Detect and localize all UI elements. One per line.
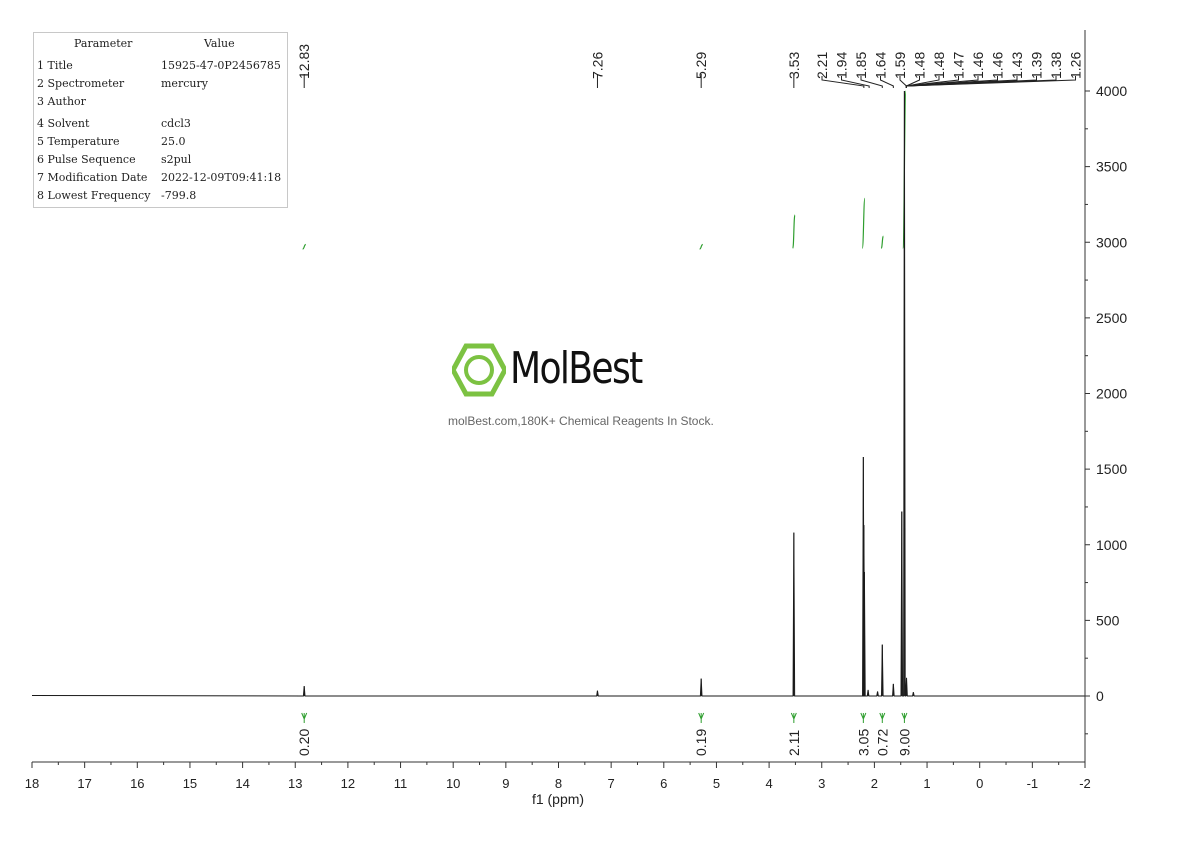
- parameter-value: -799.8: [161, 189, 197, 202]
- peak-label-leader: [860, 76, 883, 88]
- integral-curve: [861, 197, 866, 249]
- parameter-key: 6 Pulse Sequence: [37, 153, 136, 166]
- peak-label: 1.64: [873, 52, 889, 79]
- x-tick-label: 16: [130, 776, 144, 791]
- peak-label: 12.83: [296, 44, 312, 79]
- integral-marker: [879, 712, 886, 723]
- y-tick-label: 500: [1096, 612, 1120, 628]
- peak-label: 3.53: [786, 52, 802, 79]
- parameter-value: 25.0: [161, 135, 186, 148]
- peak-label-leader: [841, 76, 870, 88]
- y-tick-label: 2500: [1096, 310, 1127, 326]
- parameter-key: 8 Lowest Frequency: [37, 189, 151, 202]
- peak-label: 1.85: [853, 52, 869, 79]
- integral-curve: [699, 243, 703, 250]
- axes: 18 17 16 15 14 13 12 11 10 9 8 7 6 5 4 3 2 1 0 -1 -2f1 (ppm)…: [25, 30, 1127, 807]
- parameter-key: 5 Temperature: [37, 135, 120, 148]
- parameter-table-header: Parameter Value: [34, 37, 287, 51]
- integral-marker: [860, 712, 867, 723]
- x-axis-label: f1 (ppm): [532, 791, 584, 807]
- integral-curve: [792, 214, 796, 249]
- integral-marker: [698, 712, 705, 723]
- x-tick-label: 11: [394, 776, 408, 791]
- parameter-value: 2022-12-09T09:41:18: [161, 171, 282, 184]
- y-tick-label: 3500: [1096, 159, 1127, 175]
- peak-label: 1.38: [1048, 52, 1064, 79]
- peak-label: 1.48: [912, 52, 928, 79]
- peak-label-leader: [880, 76, 894, 88]
- integral-curve: [302, 243, 306, 250]
- x-tick-label: 0: [976, 776, 983, 791]
- parameter-key: 7 Modification Date: [37, 171, 148, 184]
- parameter-value: 15925-47-0P2456785: [161, 59, 281, 72]
- peak-label: 1.48: [931, 52, 947, 79]
- parameter-value: cdcl3: [161, 117, 191, 130]
- x-tick-label: 5: [713, 776, 720, 791]
- y-tick-label: 4000: [1096, 83, 1127, 99]
- x-tick-label: 8: [555, 776, 562, 791]
- x-tick-label: 10: [446, 776, 460, 791]
- x-tick-label: 9: [502, 776, 509, 791]
- integral-curve: [880, 235, 884, 249]
- x-tick-label: -2: [1079, 776, 1091, 791]
- x-tick-label: 6: [660, 776, 667, 791]
- parameter-key: 4 Solvent: [37, 117, 90, 130]
- peak-label: 7.26: [589, 52, 605, 79]
- peak-label-leader: [821, 76, 865, 88]
- integral-curves: 0.20 0.19 2.11 3.05 0.72 9.00: [296, 90, 912, 756]
- integral-marker: [301, 712, 308, 723]
- x-tick-label: 1: [923, 776, 930, 791]
- y-tick-label: 3000: [1096, 234, 1127, 250]
- y-tick-label: 2000: [1096, 386, 1127, 402]
- integral-value: 0.72: [874, 729, 890, 756]
- x-tick-label: 17: [77, 776, 91, 791]
- integral-value: 0.19: [693, 729, 709, 756]
- peak-label: 1.46: [990, 52, 1006, 79]
- x-tick-label: 3: [818, 776, 825, 791]
- watermark-tagline: molBest.com,180K+ Chemical Reagents In S…: [448, 414, 714, 428]
- parameter-key: 3 Author: [37, 95, 86, 108]
- parameter-header-label: Parameter: [74, 37, 133, 50]
- brand-name: MolBest: [510, 343, 643, 394]
- x-tick-label: 13: [288, 776, 302, 791]
- value-header-label: Value: [204, 37, 235, 50]
- peak-labels: 12.83 7.26 5.29 3.53 2.21 1.94 1.85 1.64 1.59 1.4…: [296, 44, 1084, 88]
- parameter-value: s2pul: [161, 153, 192, 166]
- peak-label: 2.21: [814, 52, 830, 79]
- peak-label: 1.43: [1009, 52, 1025, 79]
- peak-label-leader: [905, 76, 1076, 88]
- parameter-key: 2 Spectrometer: [37, 77, 125, 90]
- peak-label: 1.39: [1029, 52, 1045, 79]
- peak-label: 1.59: [892, 52, 908, 79]
- peak-label: 1.26: [1068, 52, 1084, 79]
- x-tick-label: -1: [1027, 776, 1039, 791]
- x-tick-label: 7: [608, 776, 615, 791]
- peak-label: 1.94: [834, 52, 850, 79]
- parameter-table: Parameter Value 1 Title 15925-47-0P245678…: [33, 32, 288, 208]
- x-tick-label: 14: [235, 776, 249, 791]
- integral-value: 3.05: [855, 729, 871, 756]
- integral-value: 9.00: [896, 729, 912, 756]
- integral-marker: [901, 712, 908, 723]
- x-tick-label: 15: [183, 776, 197, 791]
- y-tick-label: 1000: [1096, 537, 1127, 553]
- y-tick-label: 0: [1096, 688, 1104, 704]
- parameter-value: mercury: [161, 77, 208, 90]
- x-tick-label: 4: [765, 776, 772, 791]
- peak-label: 1.46: [970, 52, 986, 79]
- parameter-key: 1 Title: [37, 59, 73, 72]
- integral-value: 0.20: [296, 729, 312, 756]
- benzene-logo-icon: [452, 343, 506, 397]
- x-tick-label: 18: [25, 776, 39, 791]
- peak-label: 1.47: [951, 52, 967, 79]
- peak-label: 5.29: [693, 52, 709, 79]
- x-tick-label: 2: [871, 776, 878, 791]
- y-tick-label: 1500: [1096, 461, 1127, 477]
- integral-marker: [790, 712, 797, 723]
- integral-value: 2.11: [786, 730, 802, 756]
- x-tick-label: 12: [341, 776, 355, 791]
- molbest-logo: MolBest: [452, 343, 672, 399]
- spectrum-trace: [31, 90, 1085, 697]
